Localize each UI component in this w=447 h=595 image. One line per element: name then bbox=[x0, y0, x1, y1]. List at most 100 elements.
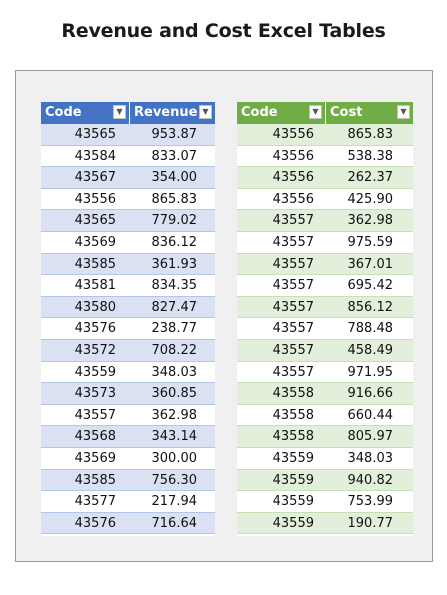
table-row: 43572 708.22 bbox=[41, 339, 215, 362]
value-cell[interactable]: 361.93 bbox=[151, 256, 198, 272]
code-cell[interactable]: 43557 bbox=[272, 321, 314, 337]
table-row: 43569 836.12 bbox=[41, 231, 215, 254]
code-cell[interactable]: 43558 bbox=[272, 386, 314, 402]
revenue-header-revenue[interactable]: Revenue ▼ bbox=[130, 102, 215, 124]
code-cell[interactable]: 43557 bbox=[272, 256, 314, 272]
table-row: 43557 362.98 bbox=[41, 404, 215, 427]
table-row: 43580 827.47 bbox=[41, 296, 215, 319]
code-cell[interactable]: 43585 bbox=[74, 256, 116, 272]
value-cell[interactable]: 458.49 bbox=[347, 342, 394, 358]
value-cell[interactable]: 425.90 bbox=[347, 191, 394, 207]
value-cell[interactable]: 753.99 bbox=[347, 494, 394, 510]
code-cell[interactable]: 43569 bbox=[74, 450, 116, 466]
chevron-down-icon[interactable]: ▼ bbox=[199, 105, 212, 119]
code-cell[interactable]: 43565 bbox=[74, 213, 116, 229]
code-cell[interactable]: 43557 bbox=[272, 278, 314, 294]
value-cell[interactable]: 805.97 bbox=[347, 429, 394, 445]
value-cell[interactable]: 865.83 bbox=[151, 191, 198, 207]
chevron-down-icon[interactable]: ▼ bbox=[397, 105, 410, 119]
table-row: 43576 716.64 bbox=[41, 512, 215, 535]
code-cell[interactable]: 43556 bbox=[272, 127, 314, 142]
value-cell[interactable]: 833.07 bbox=[151, 148, 198, 164]
value-cell[interactable]: 300.00 bbox=[151, 450, 198, 466]
code-cell[interactable]: 43559 bbox=[272, 515, 314, 531]
code-cell[interactable]: 43568 bbox=[74, 429, 116, 445]
code-cell[interactable]: 43558 bbox=[272, 429, 314, 445]
table-row: 43577 217.94 bbox=[41, 491, 215, 513]
value-cell[interactable]: 538.38 bbox=[347, 148, 394, 164]
value-cell[interactable]: 779.02 bbox=[151, 213, 198, 229]
value-cell[interactable]: 238.77 bbox=[151, 321, 198, 337]
value-cell[interactable]: 708.22 bbox=[151, 342, 198, 358]
code-cell[interactable]: 43585 bbox=[74, 472, 116, 488]
value-cell[interactable]: 940.82 bbox=[347, 472, 394, 488]
code-cell[interactable]: 43576 bbox=[74, 515, 116, 531]
code-cell[interactable]: 43557 bbox=[272, 342, 314, 358]
value-cell[interactable]: 916.66 bbox=[347, 386, 394, 402]
value-cell[interactable]: 348.03 bbox=[151, 364, 198, 380]
value-cell[interactable]: 217.94 bbox=[151, 494, 198, 510]
value-cell[interactable]: 865.83 bbox=[347, 127, 394, 142]
value-cell[interactable]: 856.12 bbox=[347, 299, 394, 315]
cost-header-cost[interactable]: Cost ▼ bbox=[326, 102, 413, 124]
code-cell[interactable]: 43557 bbox=[74, 407, 116, 423]
value-cell[interactable]: 343.14 bbox=[151, 429, 198, 445]
code-cell[interactable]: 43572 bbox=[74, 342, 116, 358]
value-cell[interactable]: 836.12 bbox=[151, 234, 198, 250]
value-cell[interactable]: 190.77 bbox=[347, 515, 394, 531]
value-cell[interactable]: 834.35 bbox=[151, 278, 198, 294]
value-cell[interactable]: 362.98 bbox=[151, 407, 198, 423]
code-cell[interactable]: 43559 bbox=[272, 494, 314, 510]
value-cell[interactable]: 367.01 bbox=[347, 256, 394, 272]
chevron-down-icon[interactable]: ▼ bbox=[113, 105, 126, 119]
code-cell[interactable]: 43569 bbox=[74, 234, 116, 250]
value-cell[interactable]: 716.64 bbox=[151, 515, 198, 531]
value-cell[interactable]: 971.95 bbox=[347, 364, 394, 380]
table-row: 43558 916.66 bbox=[237, 383, 413, 405]
code-cell[interactable]: 43576 bbox=[74, 321, 116, 337]
table-row: 43557 367.01 bbox=[237, 253, 413, 276]
value-cell[interactable]: 975.59 bbox=[347, 234, 394, 250]
value-cell[interactable]: 827.47 bbox=[151, 299, 198, 315]
code-cell[interactable]: 43581 bbox=[74, 278, 116, 294]
table-row: 43557 695.42 bbox=[237, 275, 413, 297]
code-cell[interactable]: 43559 bbox=[74, 364, 116, 380]
code-cell[interactable]: 43556 bbox=[74, 191, 116, 207]
code-cell[interactable]: 43565 bbox=[74, 127, 116, 142]
value-cell[interactable]: 354.00 bbox=[151, 170, 198, 186]
code-cell[interactable]: 43558 bbox=[272, 407, 314, 423]
code-cell[interactable]: 43559 bbox=[272, 450, 314, 466]
code-cell[interactable]: 43580 bbox=[74, 299, 116, 315]
value-cell[interactable]: 788.48 bbox=[347, 321, 394, 337]
value-cell[interactable]: 660.44 bbox=[347, 407, 394, 423]
header-label: Code bbox=[241, 105, 278, 120]
table-row: 43565 953.87 bbox=[41, 124, 215, 146]
table-row: 43559 753.99 bbox=[237, 491, 413, 513]
code-cell[interactable]: 43567 bbox=[74, 170, 116, 186]
code-cell[interactable]: 43584 bbox=[74, 148, 116, 164]
value-cell[interactable]: 348.03 bbox=[347, 450, 394, 466]
table-row: 43559 190.77 bbox=[237, 512, 413, 535]
code-cell[interactable]: 43556 bbox=[272, 191, 314, 207]
value-cell[interactable]: 756.30 bbox=[151, 472, 198, 488]
code-cell[interactable]: 43557 bbox=[272, 234, 314, 250]
code-cell[interactable]: 43573 bbox=[74, 386, 116, 402]
code-cell[interactable]: 43557 bbox=[272, 299, 314, 315]
value-cell[interactable]: 362.98 bbox=[347, 213, 394, 229]
code-cell[interactable]: 43557 bbox=[272, 213, 314, 229]
header-label: Revenue bbox=[134, 105, 198, 120]
cost-header-code[interactable]: Code ▼ bbox=[237, 102, 326, 124]
table-row: 43559 348.03 bbox=[41, 361, 215, 384]
value-cell[interactable]: 953.87 bbox=[151, 127, 198, 142]
code-cell[interactable]: 43577 bbox=[74, 494, 116, 510]
code-cell[interactable]: 43559 bbox=[272, 472, 314, 488]
chevron-down-icon[interactable]: ▼ bbox=[309, 105, 322, 119]
value-cell[interactable]: 360.85 bbox=[151, 386, 198, 402]
code-cell[interactable]: 43556 bbox=[272, 170, 314, 186]
code-cell[interactable]: 43556 bbox=[272, 148, 314, 164]
code-cell[interactable]: 43557 bbox=[272, 364, 314, 380]
revenue-header-code[interactable]: Code ▼ bbox=[41, 102, 130, 124]
table-row: 43556 865.83 bbox=[237, 124, 413, 146]
value-cell[interactable]: 695.42 bbox=[347, 278, 394, 294]
value-cell[interactable]: 262.37 bbox=[347, 170, 394, 186]
